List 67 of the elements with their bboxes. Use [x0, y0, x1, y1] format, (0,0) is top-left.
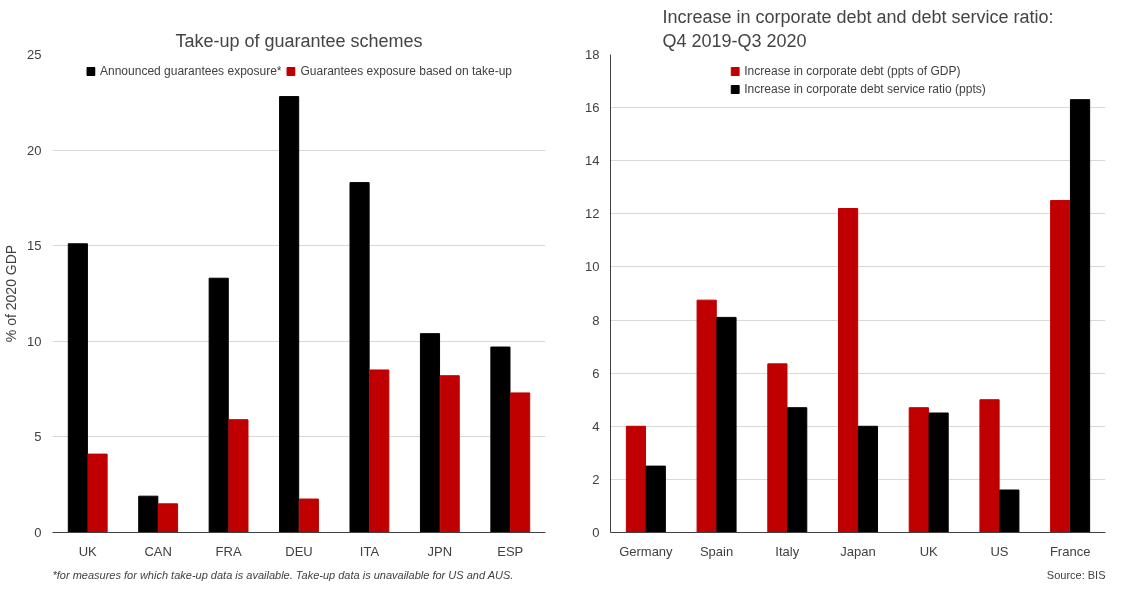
y-tick-label: 16	[585, 100, 600, 116]
x-tick-label: Germany	[619, 543, 674, 559]
y-tick-label: 0	[592, 525, 600, 540]
source-note: Source: BIS	[1046, 568, 1106, 581]
chart-title: Take-up of guarantee schemes	[175, 30, 423, 51]
text: *for measures for which take-up data is available. Take-up data is unavailable for US and AUS.	[52, 568, 514, 581]
y-tick-label: 14	[585, 153, 600, 169]
bar	[87, 453, 108, 533]
bar	[838, 208, 859, 533]
bar	[857, 425, 878, 533]
y-tick-label: 18	[585, 47, 600, 62]
y-tick-label: 5	[34, 429, 42, 445]
y-tick-label: 20	[27, 142, 42, 158]
x-tick-label: ITA	[359, 543, 380, 559]
y-tick-label: 12	[585, 206, 600, 222]
legend-label: Announced guarantees exposure*	[100, 64, 282, 78]
bar	[1069, 99, 1091, 533]
y-tick-label: 10	[585, 259, 600, 275]
bar	[510, 392, 531, 533]
bar	[767, 363, 788, 533]
bar	[908, 407, 929, 533]
y-tick-label: 8	[592, 312, 600, 328]
bar	[439, 375, 460, 533]
bar	[787, 407, 808, 533]
x-tick-label: ESP	[497, 543, 524, 559]
bar	[716, 316, 737, 533]
bar	[67, 243, 88, 533]
chart-title: Increase in corporate debt and debt service ratio: Q4 2019-Q3 2020	[662, 6, 1054, 51]
legend-label: Increase in corporate debt service ratio (ppts)	[744, 82, 986, 96]
x-tick-label: Japan	[840, 543, 876, 559]
y-tick-label: 0	[34, 525, 42, 540]
y-tick-label: 15	[27, 238, 42, 254]
bar	[928, 412, 949, 533]
y-tick-label: 25	[27, 47, 42, 62]
x-tick-label: CAN	[144, 543, 172, 559]
bar	[419, 333, 441, 533]
x-tick-label: DEU	[285, 543, 313, 559]
bar	[696, 299, 717, 533]
y-tick-label: 10	[27, 333, 42, 349]
bar	[490, 346, 511, 533]
x-tick-label: Italy	[775, 543, 800, 559]
legend-label: Increase in corporate debt (ppts of GDP)	[744, 64, 961, 78]
x-tick-label: France	[1049, 543, 1091, 559]
y-tick-label: 6	[592, 365, 600, 381]
legend-label: Guarantees exposure based on take-up	[300, 64, 512, 78]
y-axis-title: % of 2020 GDP	[3, 244, 20, 343]
bar	[645, 465, 666, 533]
x-tick-label: Spain	[699, 543, 734, 559]
y-tick-label: 4	[592, 418, 600, 434]
x-tick-label: FRA	[215, 543, 242, 559]
bar	[625, 425, 647, 533]
bar	[138, 495, 159, 533]
bar	[349, 182, 370, 533]
x-tick-label: US	[990, 543, 1009, 559]
bar	[279, 96, 300, 533]
bar	[369, 369, 390, 533]
bar	[208, 277, 229, 533]
x-tick-label: UK	[78, 543, 98, 559]
bar	[1050, 200, 1071, 533]
bar	[999, 489, 1020, 533]
bar	[157, 503, 179, 533]
bar	[228, 419, 249, 533]
bar	[298, 498, 319, 533]
x-tick-label: UK	[919, 543, 939, 559]
x-tick-label: JPN	[427, 543, 453, 559]
bar	[979, 399, 1000, 533]
y-tick-label: 2	[592, 471, 600, 487]
